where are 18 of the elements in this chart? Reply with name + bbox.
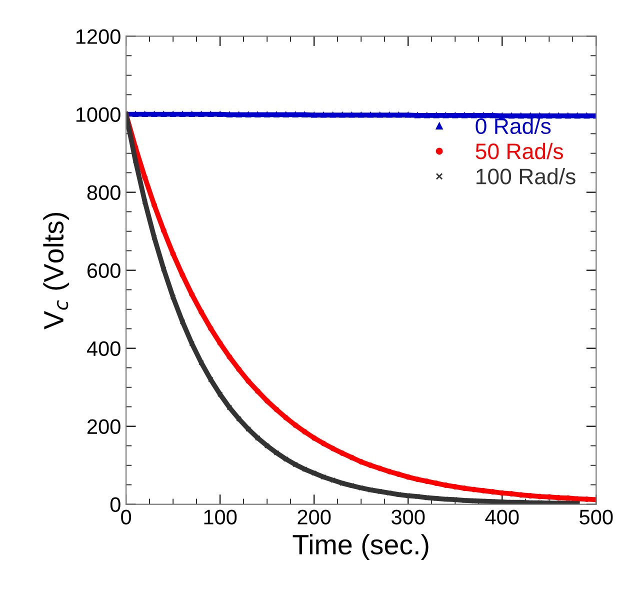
y-axis-title: V$_{c}$ (Volts) [43,212,70,330]
legend-label: 100 Rad/s [476,168,576,184]
x-tick-label: 100 [204,510,237,524]
legend-label: 50 Rad/s [476,142,564,160]
x-axis-title: Time (sec.) [292,534,428,560]
y-tick-label: 1200 [76,29,120,44]
y-tick-label: 800 [87,185,120,200]
y-tick-label: 1000 [76,107,120,122]
x-tick-label: 300 [392,510,425,524]
y-tick-label: 200 [87,419,120,434]
x-tick-label: 500 [580,510,613,524]
x-tick-label: 0 [121,510,132,524]
y-tick-label: 400 [86,341,120,356]
legend-label: 0 Rad/s [476,118,551,134]
y-tick-label: 0 [110,497,120,512]
x-tick-label: 400 [485,510,519,524]
y-tick-label: 600 [88,263,120,278]
x-tick-label: 200 [298,510,331,524]
